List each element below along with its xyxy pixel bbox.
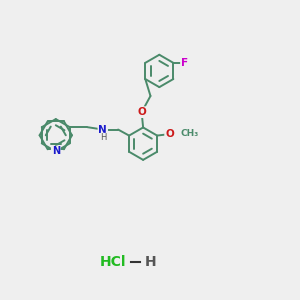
Text: HCl: HCl (99, 255, 126, 269)
Text: CH₃: CH₃ (181, 129, 199, 138)
Text: F: F (181, 58, 188, 68)
Text: O: O (165, 129, 174, 139)
Text: N: N (52, 146, 60, 157)
Text: H: H (100, 133, 106, 142)
Text: O: O (137, 107, 146, 117)
Text: N: N (98, 124, 107, 134)
Text: H: H (145, 255, 156, 269)
